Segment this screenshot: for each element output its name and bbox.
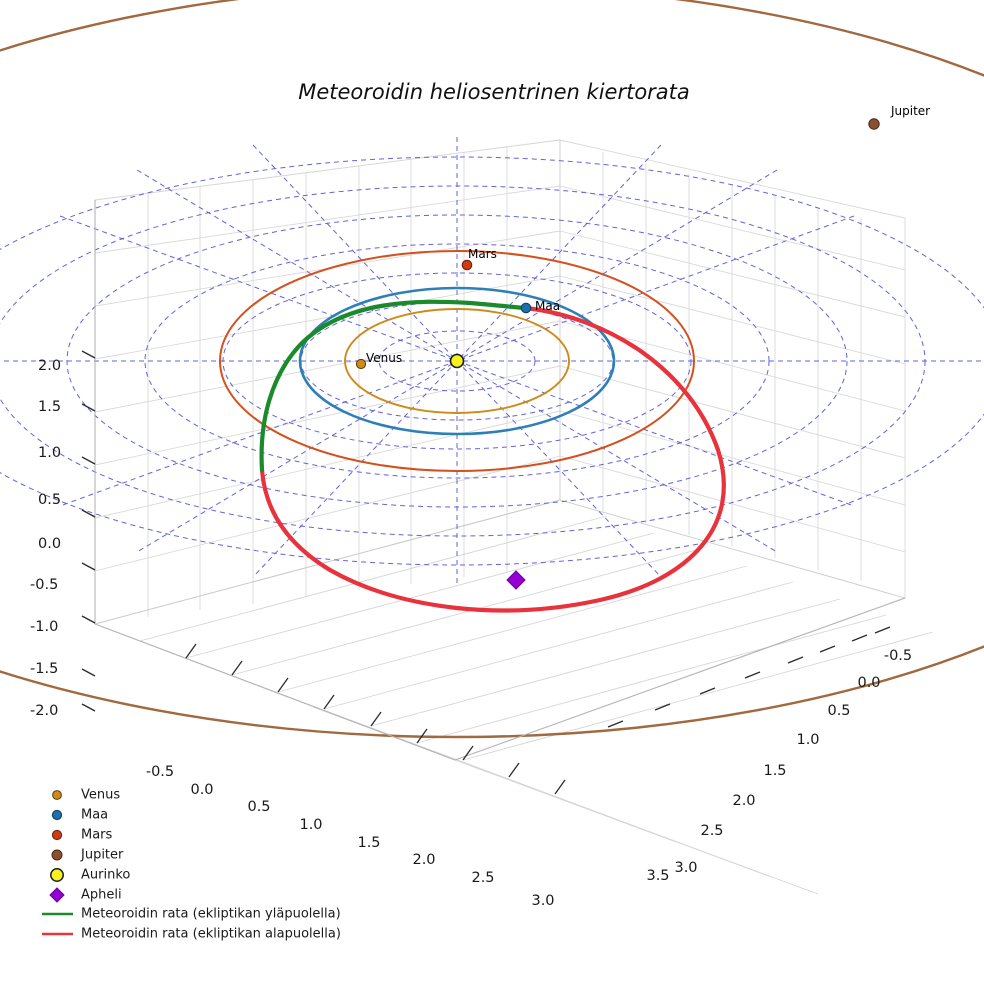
z-tick-6: -1.0 xyxy=(30,619,58,635)
y-tick-3: 1.0 xyxy=(796,732,819,748)
z-tick-1: 1.5 xyxy=(38,399,61,415)
maa-orbit xyxy=(298,286,616,436)
page-title: Meteoroidin heliosentrinen kiertorata xyxy=(298,80,690,104)
z-tick-5: -0.5 xyxy=(30,577,58,593)
body-markers xyxy=(355,118,880,590)
legend-marker-apheli xyxy=(49,887,65,903)
x-tick-8: 3.5 xyxy=(646,868,669,884)
meteoroid-arc-below xyxy=(259,305,726,613)
meteoroid-arc-above xyxy=(259,299,529,473)
jupiter-orbit xyxy=(0,0,984,739)
z-tick-4: 0.0 xyxy=(38,536,61,552)
z-tick-3: 0.5 xyxy=(38,492,61,508)
x-axis-ticks: -0.5 0.0 0.5 1.0 1.5 2.0 2.5 3.0 3.5 xyxy=(146,643,670,909)
x-tick-0: -0.5 xyxy=(146,764,174,780)
venus-orbit xyxy=(344,308,570,414)
z-tick-7: -1.5 xyxy=(30,661,58,677)
legend-label-aurinko: Aurinko xyxy=(81,868,130,883)
x-tick-1: 0.0 xyxy=(190,782,213,798)
legend-label-apheli: Apheli xyxy=(81,888,122,903)
y-tick-1: 0.0 xyxy=(857,675,880,691)
venus-marker[interactable] xyxy=(355,358,367,370)
legend: Venus Maa Mars Jupiter Aurinko Apheli Me… xyxy=(42,788,341,942)
z-axis-ticks: 2.0 1.5 1.0 0.5 0.0 -0.5 -1.0 -1.5 -2.0 xyxy=(30,350,96,719)
legend-marker-aurinko xyxy=(50,868,64,882)
legend-label-below: Meteoroidin rata (ekliptikan alapuolella… xyxy=(81,927,341,942)
venus-label: Venus xyxy=(366,351,402,365)
mars-label: Mars xyxy=(468,247,497,261)
legend-marker-mars xyxy=(51,829,63,841)
planet-orbits xyxy=(0,0,984,739)
x-tick-6: 2.5 xyxy=(471,870,494,886)
z-tick-0: 2.0 xyxy=(38,358,61,374)
jupiter-label: Jupiter xyxy=(890,104,930,118)
legend-label-above: Meteoroidin rata (ekliptikan yläpuolella… xyxy=(81,907,341,922)
x-tick-2: 0.5 xyxy=(247,799,270,815)
axis-lines xyxy=(94,200,906,761)
mars-orbit xyxy=(219,250,695,472)
maa-marker[interactable] xyxy=(520,302,532,314)
y-tick-0: -0.5 xyxy=(884,648,912,664)
y-tick-7: 3.0 xyxy=(674,860,697,876)
maa-label: Maa xyxy=(535,299,560,313)
legend-label-maa: Maa xyxy=(81,808,108,823)
sun-marker[interactable] xyxy=(449,353,465,369)
apheli-marker[interactable] xyxy=(506,570,526,590)
y-tick-6: 2.5 xyxy=(700,823,723,839)
y-axis-ticks: -0.5 0.0 0.5 1.0 1.5 2.0 2.5 3.0 xyxy=(607,626,912,876)
y-tick-4: 1.5 xyxy=(763,763,786,779)
legend-marker-venus xyxy=(52,790,62,800)
body-annotations: Mars Maa Venus Jupiter xyxy=(366,104,930,365)
x-tick-5: 2.0 xyxy=(412,852,435,868)
z-tick-2: 1.0 xyxy=(38,445,61,461)
z-tick-8: -2.0 xyxy=(30,703,58,719)
mars-marker[interactable] xyxy=(461,259,473,271)
legend-label-mars: Mars xyxy=(81,828,113,843)
legend-marker-jupiter xyxy=(51,849,63,861)
x-tick-3: 1.0 xyxy=(299,817,322,833)
x-tick-7: 3.0 xyxy=(531,893,554,909)
jupiter-marker[interactable] xyxy=(868,118,880,130)
x-tick-4: 1.5 xyxy=(357,835,380,851)
meteoroid-orbit xyxy=(259,299,726,613)
legend-label-venus: Venus xyxy=(81,788,120,803)
legend-marker-maa xyxy=(51,809,63,821)
y-tick-5: 2.0 xyxy=(732,793,755,809)
legend-label-jupiter: Jupiter xyxy=(80,848,124,863)
y-tick-2: 0.5 xyxy=(827,703,850,719)
